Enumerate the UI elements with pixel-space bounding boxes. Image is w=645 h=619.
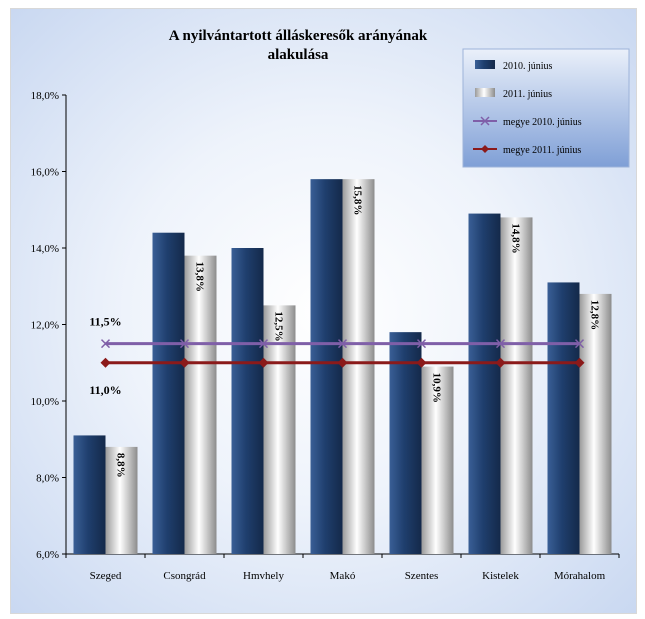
x-marker (100, 339, 111, 349)
bar-2011 (184, 255, 217, 554)
legend-label: megye 2010. június (503, 117, 582, 128)
legend-diamond-marker (481, 145, 489, 153)
legend-x-marker (480, 116, 490, 126)
diamond-marker (258, 357, 269, 368)
x-category-label: Makó (330, 570, 356, 582)
y-tick-label: 16,0% (31, 167, 59, 179)
bar-data-label: 8,8% (115, 453, 127, 478)
x-marker (416, 339, 427, 349)
legend-label: 2010. június (503, 61, 553, 72)
x-marker (574, 339, 585, 349)
legend-label: 2011. június (503, 89, 552, 100)
chart-title-line2: alakulása (268, 47, 329, 63)
series-lines (100, 339, 585, 368)
bar-2010 (310, 179, 343, 554)
bar-data-label: 12,5% (273, 311, 285, 341)
line-data-label: 11,0% (89, 383, 121, 397)
x-category-label: Hmvhely (243, 570, 284, 582)
bar-2010 (73, 435, 106, 554)
y-tick-label: 6,0% (36, 549, 59, 561)
bar-data-label: 12,8% (589, 300, 601, 330)
axes: 6,0% 8,0% 10,0% 12,0% 14,0% 16,0% 18,0% Szeged C… (31, 90, 620, 582)
bar-data-label: 14,8% (510, 223, 522, 253)
bar-data-label: 13,8% (194, 262, 206, 292)
diamond-marker (337, 357, 348, 368)
y-tick-label: 8,0% (36, 473, 59, 485)
y-tick-label: 14,0% (31, 243, 59, 255)
legend-label: megye 2011. június (503, 145, 581, 156)
bar-data-label: 10,9% (431, 373, 443, 403)
legend-swatch (475, 60, 495, 69)
x-marker (337, 339, 348, 349)
bar-2011 (342, 179, 375, 554)
line-data-label: 11,5% (89, 315, 121, 329)
bar-2010 (389, 332, 422, 554)
x-category-label: Szeged (90, 570, 122, 582)
x-marker (258, 339, 269, 349)
bar-2011 (421, 366, 454, 554)
data-labels: 8,8% 13,8% 12,5% 15,8% 10,9% 14,8% 12,8% 11,5% 1… (89, 185, 600, 478)
y-tick-label: 18,0% (31, 90, 59, 102)
x-marker (495, 339, 506, 349)
diamond-marker (574, 357, 585, 368)
bar-2011 (263, 305, 296, 554)
y-tick-label: 12,0% (31, 320, 59, 332)
chart-area: A nyilvántartott álláskeresők arányának … (10, 8, 637, 614)
diamond-marker (100, 357, 111, 368)
bar-2011 (579, 293, 612, 554)
bar-2011 (105, 446, 138, 554)
x-category-label: Csongrád (163, 570, 206, 582)
chart-title-line1: A nyilvántartott álláskeresők arányának (169, 28, 428, 44)
diamond-marker (179, 357, 190, 368)
chart-svg: A nyilvántartott álláskeresők arányának … (31, 28, 630, 582)
x-category-label: Mórahalom (554, 570, 606, 582)
x-category-label: Kistelek (482, 570, 519, 582)
diamond-marker (416, 357, 427, 368)
bar-2010 (152, 232, 185, 554)
x-category-label: Szentes (405, 570, 439, 582)
bar-2010 (231, 248, 264, 554)
bar-2011 (500, 217, 533, 554)
bars (73, 179, 612, 554)
bar-2010 (547, 282, 580, 554)
legend: 2010. június 2011. június megye 2010. júni… (462, 48, 630, 168)
x-marker (179, 339, 190, 349)
bar-data-label: 15,8% (352, 185, 364, 215)
y-tick-label: 10,0% (31, 396, 59, 408)
diamond-marker (495, 357, 506, 368)
bar-2010 (468, 213, 501, 554)
legend-swatch (475, 88, 495, 97)
